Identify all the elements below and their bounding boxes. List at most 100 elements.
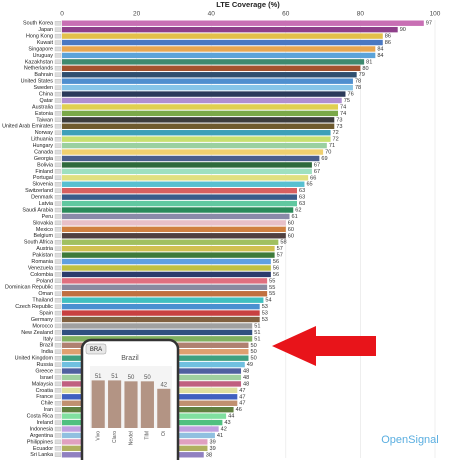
value-label: 50	[251, 349, 257, 355]
category-label: Russia	[37, 362, 53, 368]
flag	[54, 394, 62, 399]
value-label: 39	[209, 446, 215, 452]
category-label: United Arab Emirates	[2, 124, 53, 130]
value-label: 73	[336, 117, 342, 123]
bar	[62, 323, 253, 329]
value-label: 71	[329, 143, 335, 149]
value-label: 56	[273, 272, 279, 278]
category-label: Israel	[40, 375, 53, 381]
value-label: 57	[277, 253, 283, 259]
flag	[54, 214, 62, 219]
value-label: 55	[269, 285, 275, 291]
bar	[62, 239, 279, 245]
flag	[54, 452, 62, 457]
value-label: 66	[310, 175, 316, 181]
bar	[62, 91, 346, 97]
flag	[54, 194, 62, 200]
value-label: 47	[239, 401, 245, 407]
flag	[54, 401, 62, 406]
category-label: Romania	[31, 259, 53, 265]
flag	[54, 85, 62, 90]
value-label: 51	[111, 374, 118, 380]
flag	[54, 291, 62, 296]
value-label: 51	[95, 374, 102, 380]
category-label: New Zealand	[21, 330, 53, 336]
value-label: 54	[265, 298, 271, 304]
category-label: Germany	[31, 317, 53, 323]
bar	[62, 65, 361, 72]
flag	[54, 149, 62, 155]
category-label: India	[41, 349, 53, 355]
value-label: 38	[206, 452, 212, 458]
category-label: Indonesia	[30, 426, 53, 432]
bar	[62, 162, 312, 168]
category-label: Switzerland	[25, 188, 53, 194]
bar	[91, 380, 105, 428]
bar	[62, 130, 331, 136]
value-label: 53	[262, 304, 268, 310]
value-label: 60	[288, 227, 294, 233]
category-label: Colombia	[30, 272, 53, 278]
flag	[54, 66, 62, 71]
value-label: 47	[239, 388, 245, 394]
bar	[62, 187, 297, 194]
category-label: Kazakhstan	[25, 59, 53, 65]
category-label: Poland	[36, 278, 53, 284]
value-label: 63	[299, 201, 305, 207]
category-label: Hong Kong	[26, 34, 53, 40]
category-label: Greece	[35, 368, 53, 374]
value-label: 56	[273, 259, 279, 265]
x-tick-label: 60	[282, 11, 290, 18]
value-label: 74	[340, 104, 346, 110]
value-label: 57	[277, 246, 283, 252]
value-label: 84	[377, 46, 383, 52]
category-label: Kuwait	[37, 40, 54, 46]
badge-box	[85, 343, 107, 355]
x-tick-label: Claro	[112, 431, 118, 443]
bar	[62, 252, 275, 258]
value-label: 50	[128, 375, 135, 381]
category-label: China	[39, 91, 53, 97]
category-label: Pakistan	[32, 253, 53, 259]
category-label: Mexico	[36, 227, 53, 233]
category-label: Malaysia	[32, 381, 53, 387]
value-label: 50	[251, 356, 257, 362]
value-label: 72	[333, 137, 339, 143]
bar	[62, 52, 376, 59]
category-label: Norway	[35, 130, 54, 136]
flag	[54, 343, 62, 348]
bar	[62, 291, 268, 297]
phone-inset: BRA Brazil 51 Vivo 51 Claro 50 Nextel 50 TIM 42 O…	[80, 338, 180, 460]
flag	[54, 413, 62, 419]
bar	[62, 181, 305, 187]
category-label: Philippines	[27, 439, 53, 445]
flag	[54, 375, 62, 380]
value-label: 53	[262, 311, 268, 317]
flag	[54, 420, 62, 425]
flag	[54, 446, 62, 451]
category-label: South Africa	[24, 240, 53, 246]
x-tick-label: Nextel	[128, 431, 134, 445]
flag	[54, 330, 62, 335]
flag	[54, 233, 62, 238]
category-label: Ecuador	[33, 446, 53, 452]
value-label: 58	[280, 240, 286, 246]
bar	[62, 33, 383, 39]
category-label: Saudi Arabia	[22, 207, 53, 213]
x-tick-label: 80	[357, 11, 365, 18]
flag	[54, 27, 62, 32]
category-label: Taiwan	[36, 117, 53, 123]
value-label: 90	[400, 27, 406, 33]
flag	[54, 310, 62, 316]
category-label: Qatar	[40, 98, 54, 104]
value-label: 79	[359, 72, 365, 78]
category-label: Spain	[39, 310, 53, 316]
flag	[54, 278, 62, 284]
category-label: Singapore	[28, 46, 53, 52]
bar	[62, 265, 271, 271]
bar	[62, 26, 398, 33]
category-label: Canada	[34, 149, 53, 155]
category-label: Bolivia	[37, 162, 53, 168]
bar	[62, 233, 286, 239]
value-label: 49	[247, 362, 253, 368]
